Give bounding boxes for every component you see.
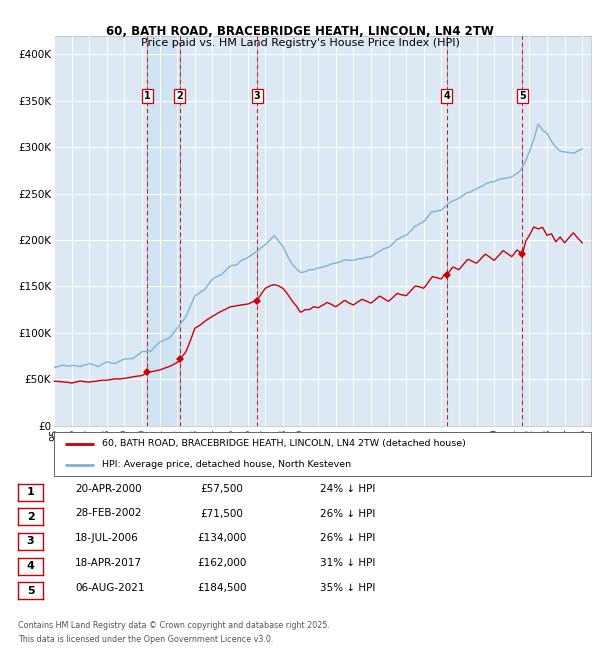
Text: 3: 3 — [27, 536, 34, 547]
Text: 31% ↓ HPI: 31% ↓ HPI — [320, 558, 376, 568]
Text: 4: 4 — [26, 561, 35, 571]
Text: HPI: Average price, detached house, North Kesteven: HPI: Average price, detached house, Nort… — [103, 460, 352, 469]
Bar — [148, 36, 180, 426]
Text: Contains HM Land Registry data © Crown copyright and database right 2025.: Contains HM Land Registry data © Crown c… — [18, 621, 330, 630]
Text: £162,000: £162,000 — [197, 558, 247, 568]
Text: 3: 3 — [254, 91, 260, 101]
Text: 20-APR-2000: 20-APR-2000 — [75, 484, 142, 494]
Text: 35% ↓ HPI: 35% ↓ HPI — [320, 582, 376, 593]
Text: £134,000: £134,000 — [197, 533, 247, 543]
Text: £57,500: £57,500 — [200, 484, 244, 494]
Text: £71,500: £71,500 — [200, 508, 244, 519]
Text: 26% ↓ HPI: 26% ↓ HPI — [320, 508, 376, 519]
Text: 06-AUG-2021: 06-AUG-2021 — [75, 582, 145, 593]
Text: This data is licensed under the Open Government Licence v3.0.: This data is licensed under the Open Gov… — [18, 634, 274, 644]
Text: 60, BATH ROAD, BRACEBRIDGE HEATH, LINCOLN, LN4 2TW: 60, BATH ROAD, BRACEBRIDGE HEATH, LINCOL… — [106, 25, 494, 38]
Text: 5: 5 — [519, 91, 526, 101]
Text: 1: 1 — [144, 91, 151, 101]
Text: 26% ↓ HPI: 26% ↓ HPI — [320, 533, 376, 543]
Text: 5: 5 — [27, 586, 34, 596]
Text: 24% ↓ HPI: 24% ↓ HPI — [320, 484, 376, 494]
Text: £184,500: £184,500 — [197, 582, 247, 593]
Text: 18-JUL-2006: 18-JUL-2006 — [75, 533, 139, 543]
Text: 4: 4 — [443, 91, 450, 101]
Text: 60, BATH ROAD, BRACEBRIDGE HEATH, LINCOLN, LN4 2TW (detached house): 60, BATH ROAD, BRACEBRIDGE HEATH, LINCOL… — [103, 439, 466, 448]
Text: Price paid vs. HM Land Registry's House Price Index (HPI): Price paid vs. HM Land Registry's House … — [140, 38, 460, 47]
Text: 18-APR-2017: 18-APR-2017 — [75, 558, 142, 568]
Text: 28-FEB-2002: 28-FEB-2002 — [75, 508, 142, 519]
Text: 2: 2 — [27, 512, 34, 522]
Text: 1: 1 — [27, 487, 34, 497]
Text: 2: 2 — [176, 91, 183, 101]
